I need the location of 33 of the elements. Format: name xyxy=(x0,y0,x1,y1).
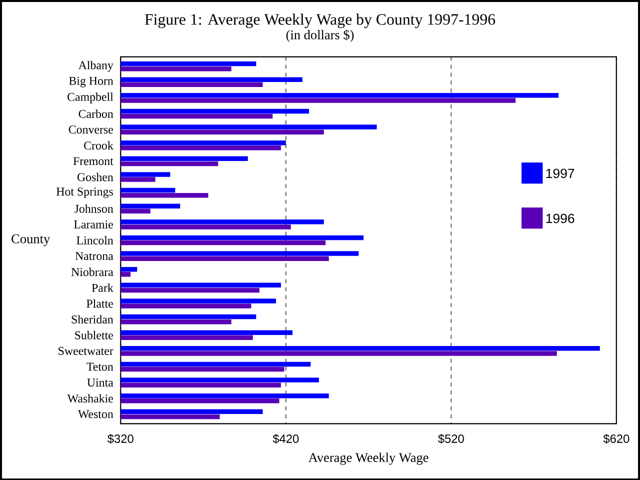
y-tick-label: Uinta xyxy=(87,378,114,386)
y-tick-label: Laramie xyxy=(74,220,113,228)
x-tick-label: $420 xyxy=(272,434,299,444)
y-tick-label: Lincoln xyxy=(76,236,114,244)
y-tick-label: Big Horn xyxy=(69,76,114,88)
y-tick-label: Fremont xyxy=(73,156,114,165)
y-tick-label: Sweetwater xyxy=(58,346,114,355)
y-tick-label: Hot Springs xyxy=(56,187,113,198)
y-tick-label: Crook xyxy=(84,140,114,150)
y-tick-label: Carbon xyxy=(78,109,114,118)
x-tick-label: $520 xyxy=(438,434,464,444)
y-tick-label: Park xyxy=(92,283,114,292)
y-axis-title: County xyxy=(12,234,50,246)
y-tick-label: Teton xyxy=(86,362,114,370)
legend-label: 1997 xyxy=(546,168,574,178)
y-tick-label: Niobrara xyxy=(71,267,114,276)
y-tick-label: Johnson xyxy=(74,204,114,213)
y-tick-label: Goshen xyxy=(77,172,114,181)
y-tick-label: Sheridan xyxy=(72,314,114,324)
x-tick-label: $320 xyxy=(107,434,134,444)
x-tick-label: $620 xyxy=(603,434,630,444)
y-tick-label: Weston xyxy=(78,410,114,418)
y-tick-label: Campbell xyxy=(68,92,114,104)
chart-subtitle: (in dollars $) xyxy=(286,29,354,42)
chart-title: Figure 1: Average Weekly Wage by County 1997-1996 xyxy=(144,13,496,28)
x-axis-title: Average Weekly Wage xyxy=(308,452,428,465)
legend-label: 1996 xyxy=(546,214,574,223)
y-tick-label: Albany xyxy=(78,60,114,72)
y-tick-label: Platte xyxy=(86,299,113,308)
y-tick-label: Sublette xyxy=(75,330,113,340)
y-tick-label: Converse xyxy=(68,125,113,134)
y-tick-label: Natrona xyxy=(75,252,114,260)
y-tick-label: Washakie xyxy=(67,394,113,402)
